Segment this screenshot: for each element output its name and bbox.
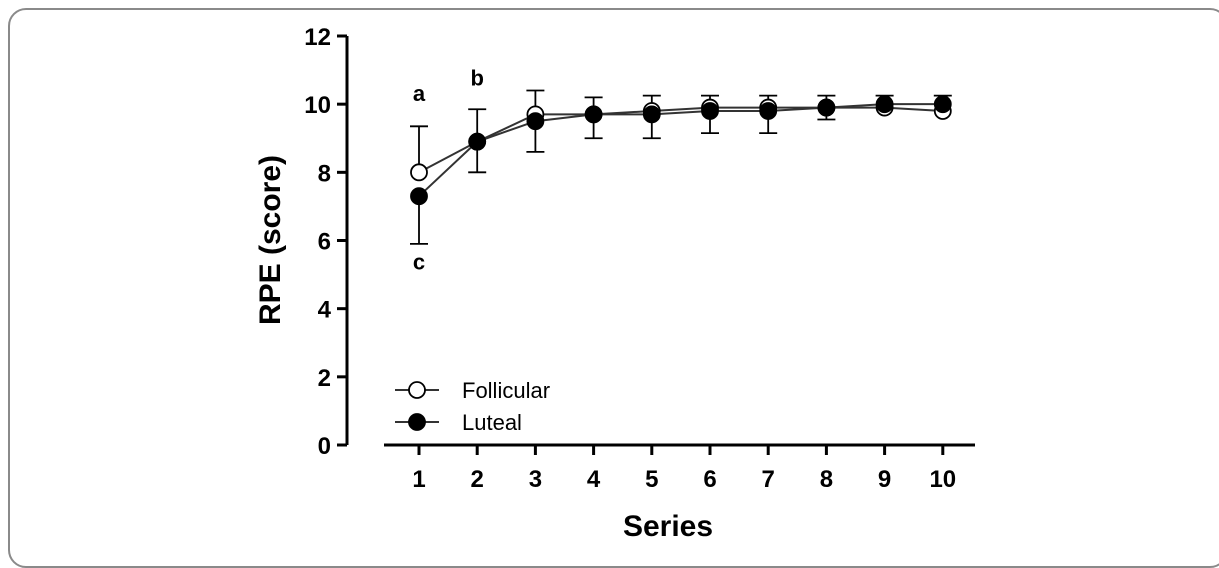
x-tick-label-2: 2 [471,466,484,493]
x-tick-label-5: 5 [645,466,658,493]
data-point [526,112,545,131]
x-tick-label-3: 3 [529,466,542,493]
data-point [933,95,952,114]
x-tick-label-10: 10 [929,466,956,493]
annotation-c: c [413,249,425,274]
y-tick-label-0: 0 [318,433,331,460]
data-point [701,102,719,120]
y-tick-label-4: 4 [318,297,332,324]
annotation-b: b [470,65,483,90]
data-point [817,98,836,117]
x-tick-label-9: 9 [878,466,891,493]
figure-frame [8,8,1219,568]
x-axis: 1 2 3 4 5 6 7 8 9 10 [384,443,975,493]
data-point [584,105,603,124]
data-point [875,95,894,114]
data-point [410,163,428,182]
data-point [759,102,778,120]
legend-label: Follicular [462,378,550,403]
annotation-a: a [413,81,426,106]
x-tick-label-1: 1 [412,466,425,493]
y-tick-label-12: 12 [304,24,331,51]
annotations: a b c [413,65,484,274]
series-line [418,103,943,197]
y-tick-label-6: 6 [318,229,331,256]
x-tick-label-8: 8 [820,466,833,493]
y-tick-label-2: 2 [318,365,331,392]
series-line [418,106,943,174]
legend-item-luteal: Luteal [395,410,522,435]
data-point [642,105,661,124]
data-point [468,132,487,151]
legend-label: Luteal [462,410,522,435]
series-follicular [410,89,952,182]
legend-item-follicular: Follicular [395,378,550,403]
x-tick-label-7: 7 [762,466,775,493]
x-axis-title: Series [623,510,713,543]
legend-marker [408,381,426,399]
y-axis: 0 2 4 6 8 10 12 [304,24,349,460]
legend: Follicular Luteal [395,378,550,435]
data-point [410,187,428,206]
x-tick-label-6: 6 [703,466,716,493]
series-luteal [410,94,952,245]
legend-marker [408,413,426,431]
x-tick-label-4: 4 [587,466,601,493]
y-axis-title: RPE (score) [254,155,287,325]
y-tick-label-8: 8 [318,160,331,187]
series-layer [410,89,952,245]
y-tick-label-10: 10 [304,92,331,119]
